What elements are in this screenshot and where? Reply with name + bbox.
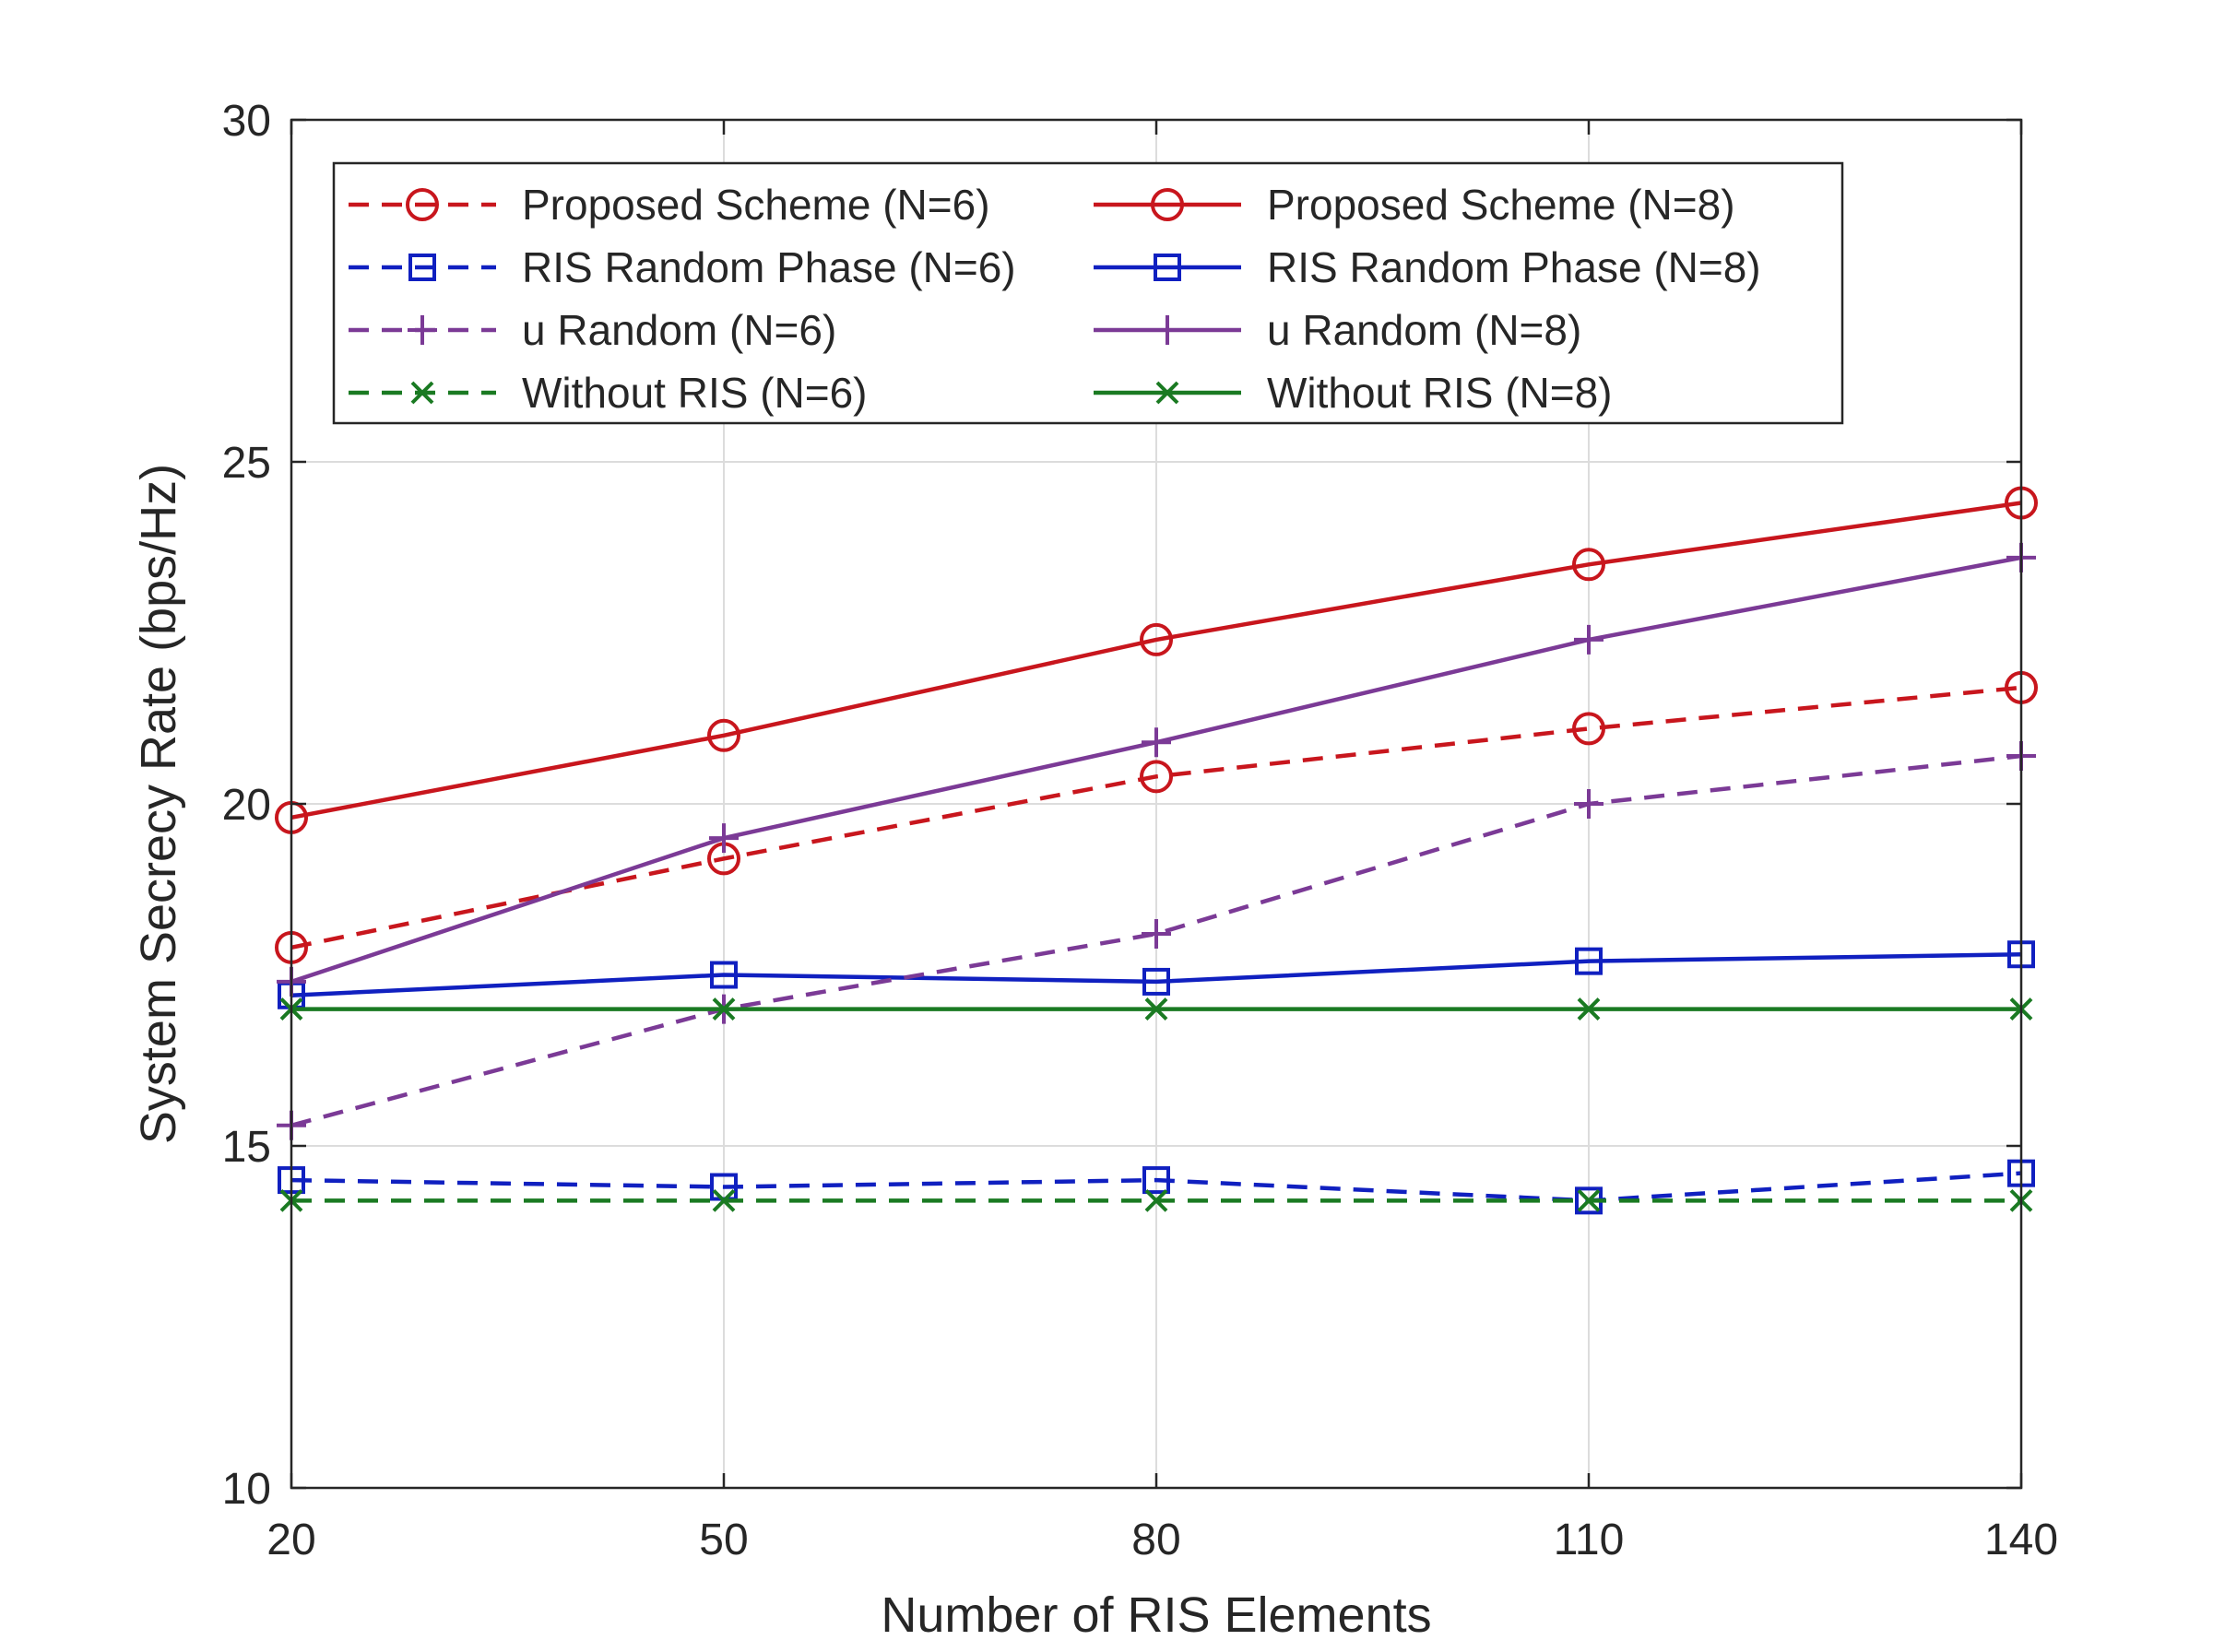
- legend-swatch-marker: [1154, 254, 1181, 281]
- data-point: [1577, 997, 1601, 1021]
- x-axis-title: Number of RIS Elements: [881, 1587, 1431, 1643]
- series-line: [290, 685, 2022, 950]
- legend-item: Proposed Scheme (N=6): [349, 181, 990, 229]
- x-tick-label: 110: [1554, 1516, 1625, 1564]
- data-point: [1572, 548, 1605, 582]
- series-5: [277, 542, 2036, 997]
- legend-label: RIS Random Phase (N=8): [1267, 243, 1761, 291]
- data-point: [1142, 967, 1170, 996]
- y-tick-label: 10: [222, 1465, 271, 1514]
- legend-item: RIS Random Phase (N=8): [1094, 243, 1761, 291]
- data-point: [1574, 624, 1604, 655]
- x-tick-label: 80: [1131, 1516, 1180, 1564]
- x-tick-label: 140: [1984, 1516, 2058, 1564]
- data-point: [712, 1188, 736, 1212]
- legend-swatch-marker: [408, 254, 436, 281]
- data-point: [1577, 1188, 1601, 1212]
- series-line: [290, 951, 2022, 998]
- y-tick-label: 20: [222, 781, 271, 830]
- x-tick-label: 20: [266, 1516, 315, 1564]
- legend-item: RIS Random Phase (N=6): [349, 243, 1016, 291]
- legend-item: Without RIS (N=6): [349, 369, 868, 417]
- data-point: [1140, 760, 1173, 794]
- series-line: [290, 501, 2022, 820]
- y-axis-title: System Secrecy Rate (bps/Hz): [131, 464, 186, 1144]
- legend-label: Without RIS (N=6): [522, 369, 868, 417]
- legend: Proposed Scheme (N=6) Proposed Scheme (N=…: [332, 161, 1844, 425]
- series-1: [275, 486, 2038, 834]
- data-point: [1142, 1166, 1170, 1195]
- legend-item: Without RIS (N=8): [1094, 369, 1613, 417]
- data-point: [1140, 622, 1173, 656]
- data-point: [1574, 789, 1604, 819]
- data-point: [1572, 712, 1605, 746]
- legend-label: u Random (N=8): [1267, 306, 1581, 354]
- series-line: [290, 1171, 2022, 1203]
- data-point: [1144, 1188, 1168, 1212]
- legend-item: u Random (N=8): [1094, 306, 1581, 354]
- legend-swatch-marker: [1153, 315, 1182, 345]
- legend-swatch-marker: [1155, 381, 1179, 405]
- legend-label: RIS Random Phase (N=6): [522, 243, 1016, 291]
- legend-item: Proposed Scheme (N=8): [1094, 181, 1735, 229]
- data-point: [712, 997, 736, 1021]
- series-3: [278, 940, 2035, 1009]
- data-point: [1142, 918, 1171, 949]
- y-tick-label: 30: [222, 97, 271, 146]
- legend-swatch-marker: [408, 315, 437, 345]
- data-point: [710, 961, 738, 989]
- legend-label: Proposed Scheme (N=8): [1267, 181, 1735, 229]
- legend-label: Proposed Scheme (N=6): [522, 181, 990, 229]
- data-point: [709, 823, 739, 854]
- y-tick-label: 15: [222, 1123, 271, 1172]
- legend-label: u Random (N=6): [522, 306, 836, 354]
- legend-item: u Random (N=6): [349, 306, 836, 354]
- legend-swatch-marker: [406, 188, 439, 221]
- y-tick-label: 25: [222, 439, 271, 488]
- plot-series: [275, 486, 2038, 1215]
- data-point: [707, 718, 740, 752]
- series-6: [279, 1188, 2033, 1212]
- legend-swatch-marker: [1151, 188, 1184, 221]
- x-tick-label: 50: [699, 1516, 748, 1564]
- data-point: [1142, 727, 1171, 758]
- axis-ticks: 20 50 80 110 140 10 15 20 25 30: [222, 97, 2058, 1564]
- data-point: [1575, 947, 1603, 975]
- legend-label: Without RIS (N=8): [1267, 369, 1613, 417]
- legend-swatch-marker: [410, 381, 434, 405]
- data-point: [1144, 997, 1168, 1021]
- legend-box: [332, 161, 1844, 425]
